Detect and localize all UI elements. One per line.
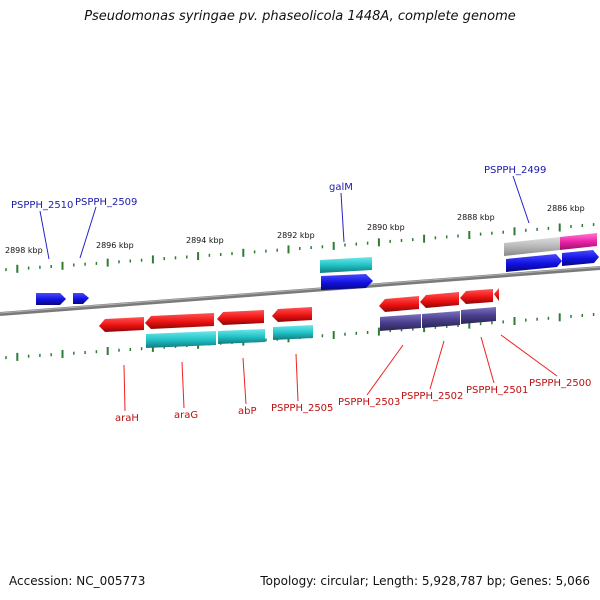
cds-bar-abp[interactable] [218, 329, 265, 344]
scale-label-2898: 2898 kbp [5, 246, 43, 255]
cds-bar-pspph-2505[interactable] [273, 325, 313, 340]
gene-arrow-pspph-2500[interactable] [494, 288, 499, 301]
gene-label-abp[interactable]: abP [238, 406, 257, 417]
scale-label-2894: 2894 kbp [186, 236, 224, 245]
callouts-top [39, 175, 530, 260]
callout-pspph-2499 [512, 175, 530, 224]
cds-bottom [146, 307, 496, 348]
gene-label-pspph-2510[interactable]: PSPPH_2510 [11, 200, 73, 211]
reverse-genes [99, 288, 499, 332]
cds-bar-pspph-2502[interactable] [422, 311, 460, 328]
callout-pspph-2505 [295, 353, 299, 402]
gene-arrow-pspph-2505[interactable] [272, 307, 312, 322]
gene-label-pspph-2503[interactable]: PSPPH_2503 [338, 397, 400, 408]
gene-arrow-pspph-2499-a[interactable] [506, 254, 562, 272]
genome-backbone [0, 266, 600, 316]
accession-label: Accession: NC_005773 [9, 574, 146, 588]
gene-arrow-pspph-2502[interactable] [420, 292, 459, 308]
gene-arrow-abp[interactable] [217, 310, 264, 325]
gene-arrow-arag[interactable] [145, 313, 214, 329]
gene-label-pspph-2509[interactable]: PSPPH_2509 [75, 197, 137, 208]
gene-arrow-pspph-2509[interactable] [73, 293, 89, 304]
gene-label-pspph-2505[interactable]: PSPPH_2505 [271, 403, 333, 414]
ticks-outer [5, 223, 595, 273]
cds-bar-pspph-2503[interactable] [380, 314, 421, 331]
gene-label-galm[interactable]: galM [329, 182, 353, 193]
scale-label-2896: 2896 kbp [96, 241, 134, 250]
cds-bar-arag[interactable] [146, 331, 216, 348]
cds-bar-galm[interactable] [320, 257, 372, 273]
gene-label-pspph-2501[interactable]: PSPPH_2501 [466, 385, 528, 396]
gene-label-pspph-2499[interactable]: PSPPH_2499 [484, 165, 546, 176]
callout-arah [123, 364, 126, 412]
callout-pspph-2501 [480, 336, 495, 384]
callout-abp [242, 357, 247, 405]
scale-label-2890: 2890 kbp [367, 223, 405, 232]
callout-arag [181, 361, 185, 409]
gene-arrow-pspph-2503[interactable] [379, 296, 419, 312]
scale-label-2892: 2892 kbp [277, 231, 315, 240]
genome-summary: Topology: circular; Length: 5,928,787 bp… [260, 574, 590, 588]
gene-label-arag[interactable]: araG [174, 410, 198, 421]
forward-genes [36, 250, 599, 305]
gene-arrow-pspph-2499-b[interactable] [562, 250, 599, 266]
gene-arrow-galm[interactable] [321, 274, 373, 290]
scale-label-2888: 2888 kbp [457, 213, 495, 222]
cds-bar-pspph-2499-magenta[interactable] [560, 233, 597, 250]
cds-bar-pspph-2499-gray[interactable] [504, 237, 560, 256]
gene-labels-bottom: araH araG abP PSPPH_2505 PSPPH_2503 PSPP… [115, 378, 591, 424]
genome-backbone-highlight [0, 266, 600, 314]
cds-bar-pspph-2501[interactable] [461, 307, 496, 324]
callout-pspph-2502 [429, 340, 445, 390]
gene-arrow-pspph-2501[interactable] [460, 289, 493, 304]
callout-pspph-2510 [39, 210, 50, 260]
callout-galm [340, 192, 345, 243]
cds-top [320, 233, 597, 273]
gene-arrow-pspph-2510[interactable] [36, 293, 66, 305]
callout-pspph-2503 [366, 344, 404, 396]
callout-pspph-2509 [79, 206, 97, 259]
gene-label-pspph-2500[interactable]: PSPPH_2500 [529, 378, 591, 389]
callouts-bottom [123, 334, 558, 412]
callout-pspph-2500 [500, 334, 558, 377]
map-title: Pseudomonas syringae pv. phaseolicola 14… [84, 9, 516, 24]
gene-label-pspph-2502[interactable]: PSPPH_2502 [401, 391, 463, 402]
gene-arrow-arah[interactable] [99, 317, 144, 332]
gene-labels-top: PSPPH_2510 PSPPH_2509 galM PSPPH_2499 [11, 165, 546, 211]
gene-label-arah[interactable]: araH [115, 413, 139, 424]
scale-label-2886: 2886 kbp [547, 204, 585, 213]
